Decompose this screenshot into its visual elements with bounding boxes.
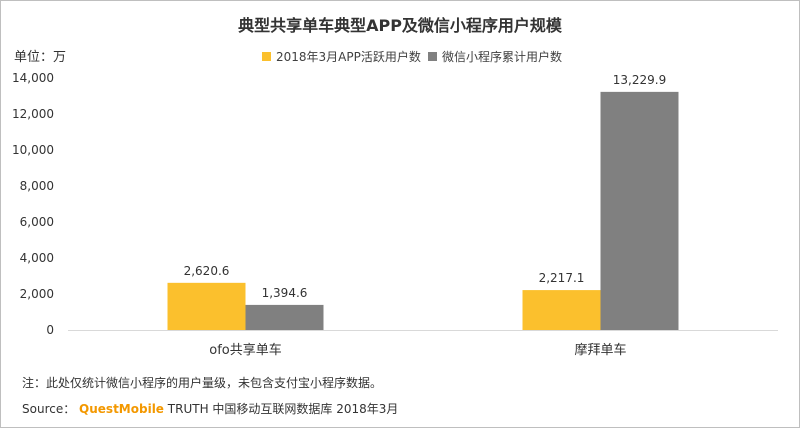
data-label: 2,620.6: [184, 264, 230, 278]
legend-item-series-2: 微信小程序累计用户数: [428, 48, 562, 65]
bar-2-2: [600, 91, 679, 330]
legend-swatch-series-2: [428, 52, 437, 61]
legend-label-series-2: 微信小程序累计用户数: [442, 50, 563, 64]
source-line: Source： QuestMobile TRUTH 中国移动互联网数据库 201…: [22, 400, 398, 417]
chart-title: 典型共享单车典型APP及微信小程序用户规模: [238, 16, 562, 35]
footnote: 注：此处仅统计微信小程序的用户量级，未包含支付宝小程序数据。: [22, 376, 383, 390]
data-label: 1,394.6: [262, 286, 308, 300]
source-text: TRUTH 中国移动互联网数据库 2018年3月: [167, 402, 399, 416]
bar-1-1: [167, 282, 246, 330]
unit-label: 单位：万: [14, 50, 67, 65]
legend-swatch-series-1: [262, 52, 271, 61]
legend-label-series-1: 2018年3月APP活跃用户数: [276, 50, 421, 64]
y-tick-label: 12,000: [12, 107, 54, 121]
y-tick-label: 0: [46, 323, 54, 337]
bar-2-1: [245, 304, 324, 330]
bar-1-2: [522, 290, 601, 330]
y-tick-label: 14,000: [12, 71, 54, 85]
x-tick-label: ofo共享单车: [209, 342, 281, 358]
y-tick-label: 6,000: [20, 215, 54, 229]
y-tick-label: 10,000: [12, 143, 54, 157]
y-tick-label: 2,000: [20, 287, 54, 301]
source-label: Source：: [22, 402, 76, 416]
source-brand-logo: QuestMobile: [79, 402, 164, 416]
legend-item-series-1: 2018年3月APP活跃用户数: [262, 48, 421, 65]
y-tick-label: 4,000: [20, 251, 54, 265]
y-tick-label: 8,000: [20, 179, 54, 193]
x-tick-label: 摩拜单车: [574, 342, 626, 358]
data-label: 2,217.1: [539, 271, 585, 285]
data-label: 13,229.9: [613, 73, 666, 87]
